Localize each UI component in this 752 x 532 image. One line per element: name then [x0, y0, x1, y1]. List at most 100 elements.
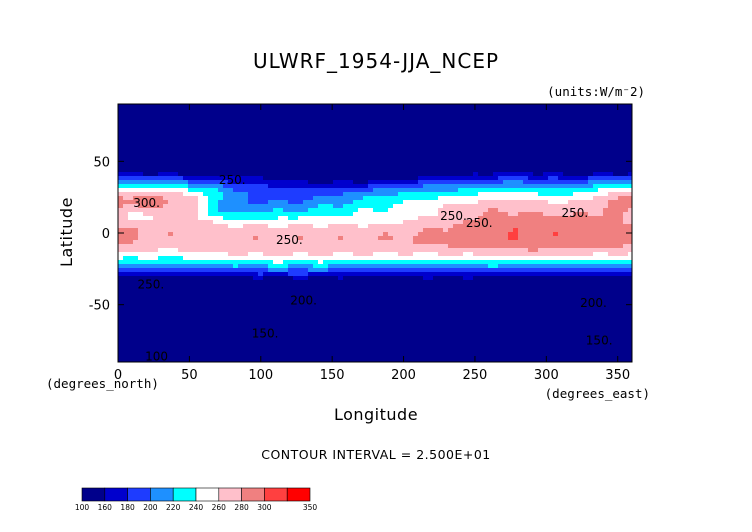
heatmap-cell [173, 112, 179, 117]
heatmap-cell [548, 136, 554, 141]
heatmap-cell [208, 228, 214, 233]
heatmap-cell [163, 260, 169, 265]
heatmap-cell [513, 240, 519, 245]
heatmap-cell [498, 260, 504, 265]
heatmap-cell [308, 236, 314, 241]
heatmap-cell [223, 272, 229, 277]
heatmap-cell [243, 132, 249, 137]
heatmap-cell [448, 152, 454, 157]
heatmap-cell [268, 188, 274, 193]
heatmap-cell [478, 156, 484, 161]
heatmap-cell [323, 204, 329, 209]
heatmap-cell [483, 164, 489, 169]
heatmap-cell [458, 236, 464, 241]
heatmap-cell [328, 104, 334, 109]
heatmap-cell [473, 128, 479, 133]
heatmap-cell [333, 268, 339, 273]
heatmap-cell [438, 164, 444, 169]
heatmap-cell [223, 188, 229, 193]
heatmap-cell [618, 224, 624, 229]
heatmap-cell [503, 188, 509, 193]
heatmap-cell [318, 204, 324, 209]
heatmap-cell [493, 180, 499, 185]
heatmap-cell [393, 292, 399, 297]
heatmap-cell [528, 152, 534, 157]
heatmap-cell [278, 184, 284, 189]
heatmap-cell [478, 112, 484, 117]
heatmap-cell [468, 156, 474, 161]
heatmap-cell [458, 184, 464, 189]
heatmap-cell [603, 120, 609, 125]
heatmap-cell [418, 264, 424, 269]
heatmap-cell [163, 128, 169, 133]
heatmap-cell [563, 280, 569, 285]
heatmap-cell [378, 168, 384, 173]
heatmap-cell [188, 256, 194, 261]
heatmap-cell [243, 256, 249, 261]
heatmap-cell [433, 208, 439, 213]
heatmap-cell [503, 148, 509, 153]
heatmap-cell [313, 244, 319, 249]
heatmap-cell [408, 240, 414, 245]
heatmap-cell [178, 252, 184, 257]
heatmap-cell [608, 216, 614, 221]
heatmap-cell [308, 284, 314, 289]
heatmap-cell [513, 248, 519, 253]
heatmap-cell [118, 256, 124, 261]
heatmap-cell [338, 240, 344, 245]
heatmap-cell [198, 272, 204, 277]
heatmap-cell [308, 200, 314, 205]
heatmap-cell [313, 284, 319, 289]
heatmap-cell [223, 208, 229, 213]
heatmap-cell [618, 132, 624, 137]
heatmap-cell [128, 272, 134, 277]
heatmap-cell [253, 296, 259, 301]
heatmap-cell [373, 256, 379, 261]
heatmap-cell [353, 296, 359, 301]
heatmap-cell [508, 144, 514, 149]
heatmap-cell [448, 272, 454, 277]
heatmap-cell [413, 168, 419, 173]
heatmap-cell [518, 204, 524, 209]
heatmap-cell [258, 200, 264, 205]
heatmap-cell [478, 104, 484, 109]
heatmap-cell [118, 224, 124, 229]
heatmap-cell [573, 116, 579, 121]
heatmap-cell [423, 140, 429, 145]
heatmap-cell [508, 180, 514, 185]
heatmap-cell [268, 208, 274, 213]
heatmap-cell [323, 280, 329, 285]
heatmap-cell [253, 196, 259, 201]
heatmap-cell [523, 212, 529, 217]
heatmap-cell [618, 148, 624, 153]
heatmap-cell [463, 240, 469, 245]
heatmap-cell [473, 136, 479, 141]
heatmap-cell [403, 128, 409, 133]
heatmap-cell [193, 280, 199, 285]
heatmap-cell [478, 160, 484, 165]
heatmap-cell [173, 288, 179, 293]
heatmap-cell [153, 292, 159, 297]
heatmap-cell [123, 132, 129, 137]
heatmap-cell [488, 216, 494, 221]
heatmap-cell [228, 244, 234, 249]
heatmap-cell [218, 292, 224, 297]
heatmap-cell [488, 236, 494, 241]
heatmap-cell [563, 232, 569, 237]
heatmap-cell [483, 216, 489, 221]
heatmap-cell [608, 156, 614, 161]
heatmap-cell [413, 192, 419, 197]
heatmap-cell [208, 284, 214, 289]
heatmap-cell [363, 268, 369, 273]
heatmap-cell [208, 136, 214, 141]
heatmap-cell [238, 212, 244, 217]
heatmap-cell [593, 216, 599, 221]
heatmap-cell [173, 204, 179, 209]
heatmap-cell [528, 256, 534, 261]
heatmap-cell [443, 276, 449, 281]
heatmap-cell [438, 276, 444, 281]
heatmap-cell [563, 188, 569, 193]
heatmap-cell [503, 236, 509, 241]
heatmap-cell [393, 128, 399, 133]
